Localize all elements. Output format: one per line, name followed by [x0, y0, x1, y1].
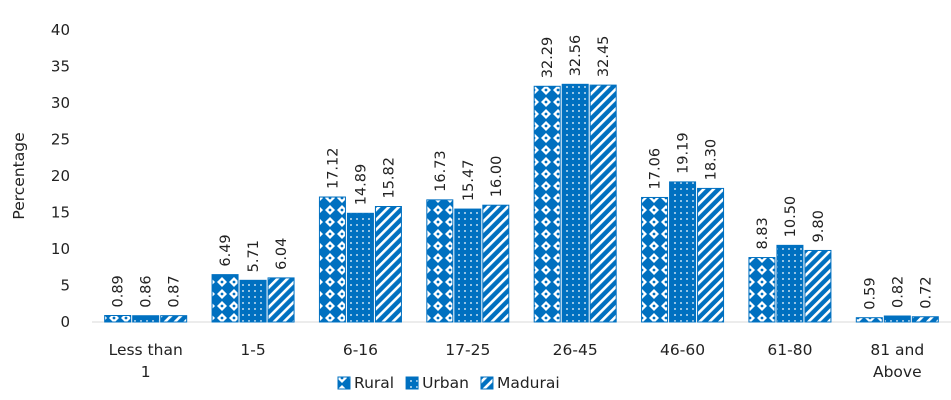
legend-label: Urban: [422, 374, 469, 392]
bar-rural: [533, 85, 561, 323]
data-label: 6.04: [274, 238, 290, 270]
data-label: 0.87: [167, 275, 183, 307]
data-label: 8.83: [755, 217, 771, 249]
y-axis-title: Percentage: [10, 132, 28, 219]
y-tick-label: 20: [51, 167, 70, 185]
bar-madurai: [804, 249, 832, 323]
y-tick-label: 30: [51, 94, 70, 112]
bars: [104, 83, 939, 323]
y-tick-label: 25: [51, 131, 70, 149]
bar-rural: [641, 196, 669, 323]
data-label: 15.82: [381, 157, 397, 199]
bar-madurai: [160, 315, 188, 323]
x-tick-label: 17-25: [445, 341, 490, 359]
bar-madurai: [697, 187, 725, 323]
bar-madurai: [911, 316, 939, 323]
legend-swatch: [405, 376, 419, 390]
bar-madurai: [589, 84, 617, 323]
y-axis: 0 5 10 15 20 25 30 35 40: [51, 21, 70, 331]
bar-rural: [855, 317, 883, 323]
data-label: 32.45: [596, 36, 612, 78]
bar-madurai: [482, 204, 510, 323]
data-label: 9.80: [811, 210, 827, 242]
data-labels: 0.89 0.86 0.87 6.49 5.71 6.04 17.12 14.89 15.82 1…: [111, 35, 935, 310]
data-label: 16.73: [433, 150, 449, 192]
bar-madurai: [267, 277, 295, 323]
y-tick-label: 10: [51, 240, 70, 258]
bar-rural: [104, 315, 132, 323]
y-tick-label: 0: [60, 313, 70, 331]
y-tick-label: 40: [51, 21, 70, 39]
bar-urban: [239, 279, 267, 323]
data-label: 0.59: [862, 277, 878, 309]
bar-urban: [132, 315, 160, 323]
y-tick-label: 15: [51, 204, 70, 222]
data-label: 6.49: [218, 234, 234, 266]
data-label: 18.30: [704, 139, 720, 181]
legend-item-madurai: Madurai: [480, 374, 560, 392]
data-label: 10.50: [783, 196, 799, 238]
bar-urban: [454, 208, 482, 323]
x-tick-label: 1-5: [240, 341, 265, 359]
data-label: 15.47: [461, 160, 477, 202]
y-tick-label: 35: [51, 58, 70, 76]
bar-urban: [883, 315, 911, 323]
legend-item-rural: Rural: [337, 374, 394, 392]
data-label: 32.56: [568, 35, 584, 77]
bar-rural: [318, 196, 346, 323]
x-axis: Less than 1 1-5 6-16 17-25 26-45 46-60 61-80 81 …: [109, 341, 925, 381]
legend-item-urban: Urban: [405, 374, 469, 392]
data-label: 19.19: [676, 132, 692, 174]
bar-madurai: [374, 206, 402, 323]
x-tick-label: Above: [873, 363, 922, 381]
x-tick-label: 1: [141, 363, 151, 381]
x-tick-label: 81 and: [870, 341, 924, 359]
data-label: 0.86: [139, 275, 155, 307]
bar-urban: [561, 83, 589, 323]
x-tick-label: 6-16: [343, 341, 378, 359]
y-tick-label: 5: [60, 277, 70, 295]
data-label: 17.12: [325, 148, 341, 190]
legend-label: Rural: [354, 374, 394, 392]
bar-urban: [346, 212, 374, 323]
data-label: 5.71: [246, 240, 262, 272]
data-label: 14.89: [353, 164, 369, 206]
bar-rural: [426, 199, 454, 323]
data-label: 17.06: [648, 148, 664, 190]
legend: Rural Urban Madurai: [337, 374, 560, 392]
legend-swatch: [480, 376, 494, 390]
x-tick-label: Less than: [109, 341, 183, 359]
bar-rural: [211, 274, 239, 323]
data-label: 0.89: [111, 275, 127, 307]
data-label: 0.82: [890, 276, 906, 308]
bar-urban: [669, 181, 697, 323]
data-label: 0.72: [918, 276, 934, 308]
x-tick-label: 46-60: [660, 341, 705, 359]
x-tick-label: 26-45: [553, 341, 598, 359]
x-tick-label: 61-80: [767, 341, 812, 359]
data-label: 16.00: [489, 156, 505, 198]
legend-swatch: [337, 376, 351, 390]
data-label: 32.29: [540, 37, 556, 79]
bar-rural: [748, 257, 776, 323]
legend-label: Madurai: [497, 374, 560, 392]
bar-urban: [776, 244, 804, 323]
